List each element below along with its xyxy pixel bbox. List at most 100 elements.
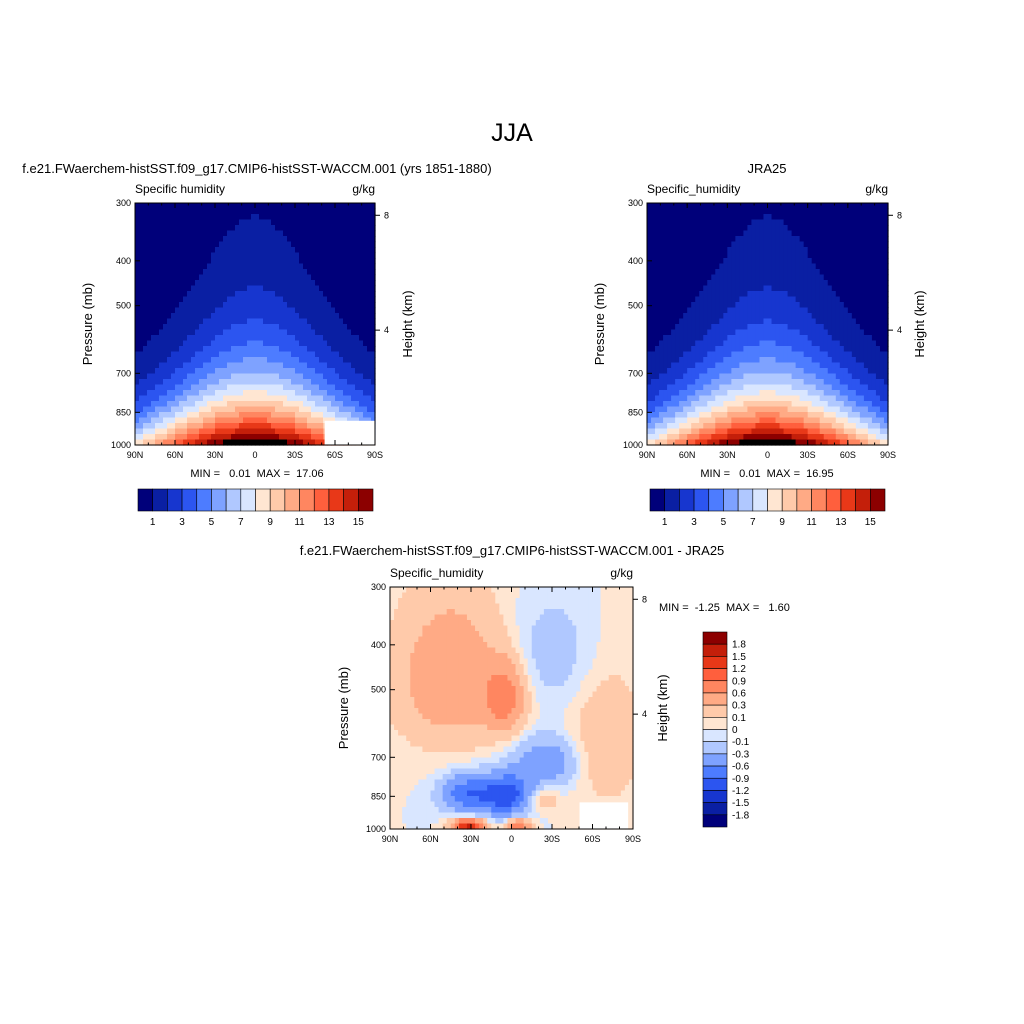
field-cell [759, 302, 765, 309]
field-cell [715, 203, 720, 210]
field-cell [735, 351, 740, 358]
field-cell [707, 302, 712, 309]
field-cell [679, 346, 684, 353]
field-cell [755, 329, 761, 336]
field-cell [883, 307, 889, 314]
field-cell [747, 335, 753, 342]
field-cell [191, 214, 196, 221]
field-cell [267, 401, 272, 408]
field-cell [751, 357, 757, 364]
field-cell [703, 252, 708, 259]
field-cell [143, 263, 148, 270]
field-cell [135, 318, 140, 325]
field-cell [167, 395, 172, 402]
field-cell [279, 247, 284, 254]
field-cell [303, 208, 308, 215]
field-cell [783, 346, 789, 353]
field-cell [843, 362, 849, 369]
field-cell [243, 241, 248, 248]
field-cell [299, 379, 304, 386]
field-cell [855, 208, 861, 215]
field-cell [255, 214, 260, 221]
field-cell [171, 274, 176, 281]
field-cell [267, 225, 272, 232]
field-cell [319, 274, 324, 281]
field-cell [867, 379, 873, 386]
field-cell [243, 247, 248, 254]
field-cell [291, 384, 296, 391]
field-cell [155, 296, 160, 303]
field-cell [187, 362, 192, 369]
field-cell [279, 214, 284, 221]
field-cell [371, 417, 376, 424]
field-cell [147, 417, 152, 424]
field-cell [255, 269, 260, 276]
field-cell [331, 269, 336, 276]
field-cell [211, 351, 216, 358]
field-cell [715, 258, 720, 265]
field-cell [167, 428, 172, 435]
field-cell [703, 230, 708, 237]
field-cell [315, 406, 320, 413]
field-cell [163, 208, 168, 215]
field-cell [855, 357, 861, 364]
field-cell [315, 439, 320, 446]
field-cell [243, 214, 248, 221]
field-cell [187, 302, 192, 309]
field-cell [351, 340, 356, 347]
field-cell [743, 335, 749, 342]
field-cell [691, 225, 696, 232]
field-cell [179, 390, 184, 397]
field-cell [143, 274, 148, 281]
field-cell [163, 406, 168, 413]
field-cell [867, 285, 873, 292]
field-cell [751, 313, 757, 320]
field-cell [139, 351, 144, 358]
field-cell [155, 263, 160, 270]
field-cell [259, 241, 264, 248]
field-cell [875, 368, 881, 375]
field-cell [243, 307, 248, 314]
field-cell [747, 241, 753, 248]
field-cell [855, 214, 861, 221]
field-cell [739, 236, 744, 243]
field-cell [767, 252, 773, 259]
field-cell [691, 302, 696, 309]
field-cell [175, 263, 180, 270]
field-cell [179, 214, 184, 221]
field-cell [183, 269, 188, 276]
field-cell [143, 296, 148, 303]
field-cell [163, 373, 168, 380]
field-cell [775, 296, 781, 303]
field-cell [287, 379, 292, 386]
field-cell [235, 384, 240, 391]
field-cell [831, 346, 837, 353]
field-cell [259, 412, 264, 419]
field-cell [791, 258, 797, 265]
field-cell [159, 230, 164, 237]
field-cell [171, 379, 176, 386]
field-cell [751, 274, 757, 281]
field-cell [855, 307, 861, 314]
field-cell [231, 236, 236, 243]
field-cell [683, 362, 688, 369]
field-cell [259, 258, 264, 265]
field-cell [843, 208, 849, 215]
field-cell [311, 401, 316, 408]
field-cell [351, 214, 356, 221]
field-cell [363, 384, 368, 391]
field-cell [203, 269, 208, 276]
field-cell [819, 395, 825, 402]
field-cell [311, 258, 316, 265]
field-cell [299, 318, 304, 325]
field-cell [767, 384, 773, 391]
field-cell [195, 258, 200, 265]
field-cell [203, 379, 208, 386]
field-cell [807, 313, 813, 320]
field-cell [659, 406, 664, 413]
field-cell [279, 291, 284, 298]
field-cell [675, 313, 680, 320]
field-cell [283, 412, 288, 419]
field-cell [319, 263, 324, 270]
field-cell [711, 291, 716, 298]
